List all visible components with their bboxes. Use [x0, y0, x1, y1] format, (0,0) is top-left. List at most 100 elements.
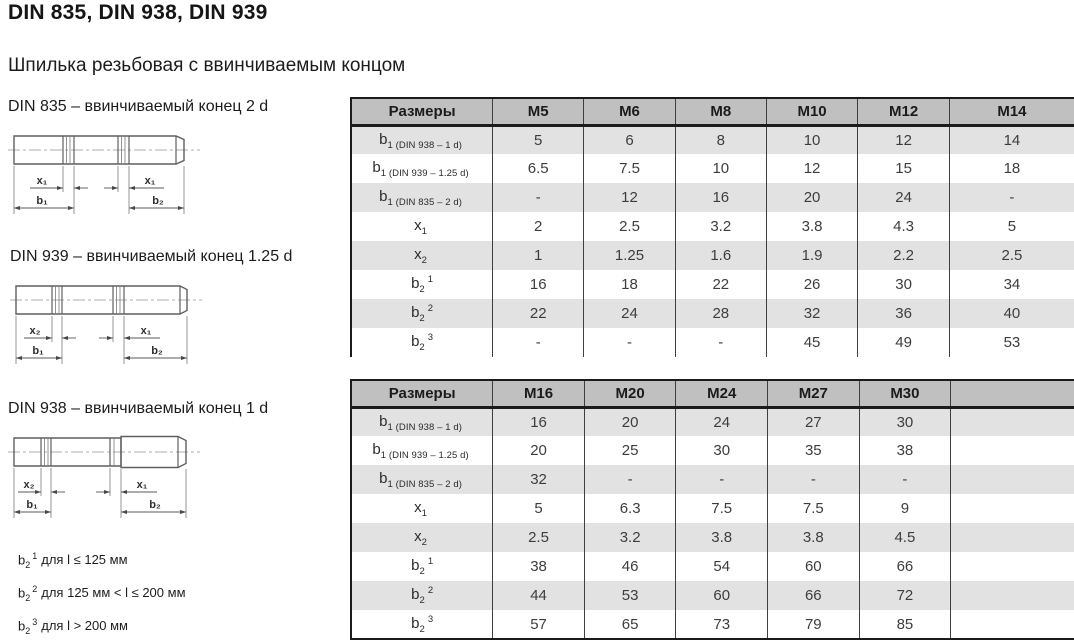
table-cell: 12 — [857, 125, 950, 154]
table-m16-m30: Размеры M16 M20 M24 M27 M30 b1 (DIN 938 … — [350, 379, 1074, 640]
table-cell: 72 — [858, 581, 951, 610]
table-cell: 4.5 — [858, 523, 951, 552]
table-cell: 32 — [492, 465, 585, 494]
table-cell: 36 — [857, 299, 950, 328]
table-cell: 12 — [765, 154, 858, 183]
row-label: b1 (DIN 835 – 2 d) — [351, 183, 493, 212]
column-header-m8: M8 — [674, 98, 767, 127]
column-header-sizes: Размеры — [351, 380, 493, 409]
column-header-sizes: Размеры — [351, 98, 493, 127]
row-label: b22 — [351, 299, 493, 328]
table-cell: 16 — [492, 270, 584, 299]
table-cell: 45 — [765, 328, 858, 357]
dim-label-x-right: x₁ — [137, 479, 148, 491]
row-label: b22 — [351, 581, 493, 610]
table-cell: 9 — [858, 494, 951, 523]
table-cell: 2.5 — [492, 523, 585, 552]
diagram-din938-caption: DIN 938 – ввинчиваемый конец 1 d — [8, 400, 269, 417]
table-row: b1 (DIN 939 – 1.25 d) 20 25 30 35 38 — [351, 436, 1074, 465]
table-cell: 73 — [675, 610, 768, 639]
table-cell: - — [675, 465, 768, 494]
footnote-b2-2: b22 для 125 мм < l ≤ 200 мм — [18, 583, 186, 603]
table-row: b21 16 18 22 26 30 34 — [351, 270, 1074, 299]
row-label: x1 — [414, 217, 428, 237]
table-cell: - — [858, 465, 951, 494]
table-cell: 38 — [492, 552, 585, 581]
page-subtitle: Шпилька резьбовая с ввинчиваемым концом — [8, 55, 406, 76]
footnotes: b21 для l ≤ 125 мм b22 для 125 мм < l ≤ 20… — [18, 551, 186, 643]
column-header-empty — [950, 380, 1074, 409]
table-cell: 7.5 — [675, 494, 768, 523]
table-cell: 6 — [583, 125, 676, 154]
table-cell: 85 — [858, 610, 951, 639]
table-cell: - — [492, 328, 584, 357]
dim-label-x-left: x₂ — [23, 479, 34, 491]
table-cell: 3.2 — [583, 523, 676, 552]
table-cell: 44 — [492, 581, 585, 610]
row-label: b1 (DIN 939 – 1.25 d) — [372, 159, 469, 179]
row-label: b1 (DIN 939 – 1.25 d) — [372, 441, 469, 461]
footnote-b2-3: b23 для l > 200 мм — [18, 616, 128, 636]
table-cell: 1.9 — [765, 241, 858, 270]
table-row: b21 38 46 54 60 66 — [351, 552, 1074, 581]
table-cell: 79 — [767, 610, 860, 639]
stud-drawing-din938: x₂ x₁ b₁ b₂ — [8, 435, 200, 518]
table-cell: 3.8 — [675, 523, 768, 552]
column-header-m12: M12 — [857, 98, 950, 127]
table-row: x1 5 6.3 7.5 7.5 9 — [351, 494, 1074, 523]
table-header-row: Размеры M16 M20 M24 M27 M30 — [351, 380, 1074, 409]
table-cell: 20 — [583, 407, 676, 436]
table-cell: 12 — [583, 183, 676, 212]
table-row: b1 (DIN 835 – 2 d) - 12 16 20 24 - — [351, 183, 1074, 212]
table-cell: 38 — [858, 436, 951, 465]
table-cell: 53 — [948, 328, 1074, 357]
diagram-din835-caption: DIN 835 – ввинчиваемый конец 2 d — [8, 98, 269, 115]
table-row: b1 (DIN 938 – 1 d) 5 6 8 10 12 14 — [351, 125, 1074, 154]
table-cell — [950, 552, 1074, 581]
table-cell: 18 — [583, 270, 676, 299]
table-cell: 15 — [857, 154, 950, 183]
table-cell: 6.5 — [492, 154, 584, 183]
table-cell — [950, 610, 1074, 639]
table-cell: - — [767, 465, 860, 494]
table-cell: 25 — [583, 436, 676, 465]
table-cell: 20 — [492, 436, 585, 465]
table-cell: 26 — [765, 270, 858, 299]
table-cell: 5 — [492, 494, 585, 523]
dim-label-x-left: x₂ — [29, 325, 40, 337]
dim-label-b2: b₂ — [151, 345, 163, 357]
table-cell: 14 — [948, 125, 1074, 154]
dim-label-b2: b₂ — [152, 195, 164, 207]
table-cell — [950, 436, 1074, 465]
footnote-b2-1: b21 для l ≤ 125 мм — [18, 551, 128, 570]
row-label: b23 — [411, 332, 434, 353]
table-cell: 1.25 — [583, 241, 676, 270]
dim-label-b1: b₁ — [36, 195, 48, 207]
row-label: b1 (DIN 938 – 1 d) — [351, 125, 493, 154]
diagram-din938: DIN 938 – ввинчиваемый конец 1 d x₂ x₁ b… — [8, 400, 348, 526]
table-row: b22 22 24 28 32 36 40 — [351, 299, 1074, 328]
table-row: b23 57 65 73 79 85 — [351, 610, 1074, 639]
table-cell: 32 — [765, 299, 858, 328]
table-row: b23 - - - 45 49 53 — [351, 328, 1074, 357]
table-cell: 60 — [675, 581, 768, 610]
row-label: x2 — [351, 523, 493, 552]
row-label: x2 — [351, 241, 493, 270]
table-cell: 2.5 — [948, 241, 1074, 270]
table-cell — [950, 465, 1074, 494]
table-cell: 2.5 — [583, 212, 676, 241]
table-row: x2 2.5 3.2 3.8 3.8 4.5 — [351, 523, 1074, 552]
table-row: x2 1 1.25 1.6 1.9 2.2 2.5 — [351, 241, 1074, 270]
column-header-m16: M16 — [492, 380, 585, 409]
column-header-m20: M20 — [583, 380, 676, 409]
column-header-m30: M30 — [858, 380, 951, 409]
table-cell: 8 — [674, 125, 767, 154]
table-cell — [950, 407, 1074, 436]
dim-label-b1: b₁ — [26, 499, 38, 511]
table-cell: 57 — [492, 610, 585, 639]
table-cell: 30 — [857, 270, 950, 299]
table-cell: 10 — [765, 125, 858, 154]
column-header-m27: M27 — [767, 380, 860, 409]
column-header-m14: M14 — [948, 98, 1074, 127]
